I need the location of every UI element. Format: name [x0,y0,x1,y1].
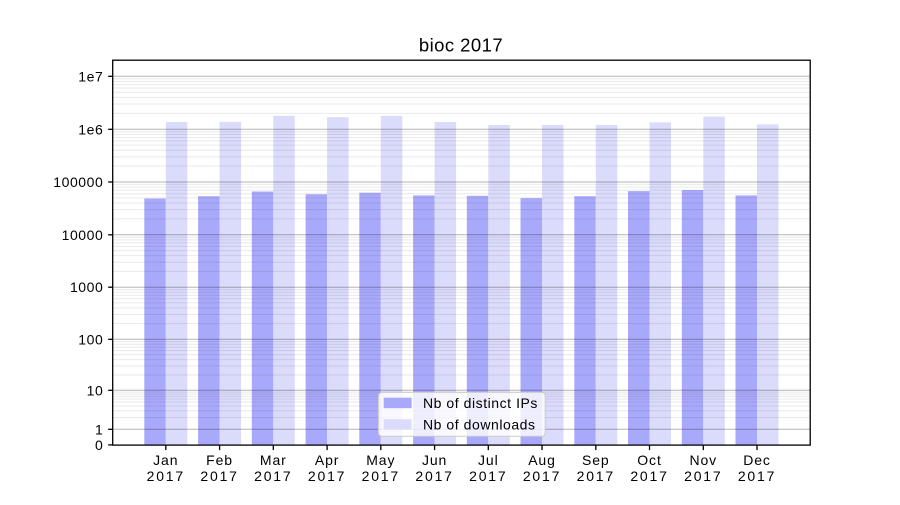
svg-text:Nb of distinct IPs: Nb of distinct IPs [423,395,538,411]
svg-text:10: 10 [87,382,104,398]
svg-text:100: 100 [78,331,103,347]
svg-text:Aug: Aug [528,452,556,468]
svg-text:Jan: Jan [153,452,178,468]
svg-text:Jul: Jul [478,452,499,468]
svg-text:0: 0 [95,437,103,453]
svg-text:Feb: Feb [206,452,233,468]
svg-text:2017: 2017 [630,468,668,484]
svg-text:2017: 2017 [308,468,346,484]
svg-text:100000: 100000 [53,174,103,190]
svg-text:2017: 2017 [523,468,561,484]
svg-text:1e7: 1e7 [78,68,103,84]
svg-text:Nov: Nov [689,452,717,468]
svg-text:Mar: Mar [260,452,287,468]
svg-text:May: May [366,452,395,468]
svg-text:2017: 2017 [147,468,185,484]
svg-text:1: 1 [95,421,103,437]
svg-text:1e6: 1e6 [78,121,103,137]
svg-text:2017: 2017 [415,468,453,484]
svg-text:2017: 2017 [684,468,722,484]
svg-text:Oct: Oct [637,452,661,468]
svg-text:bioc 2017: bioc 2017 [419,35,503,56]
svg-text:Apr: Apr [315,452,340,468]
svg-text:2017: 2017 [577,468,615,484]
svg-text:Nb of downloads: Nb of downloads [423,417,536,433]
svg-text:2017: 2017 [200,468,238,484]
svg-text:2017: 2017 [362,468,400,484]
svg-text:Sep: Sep [582,452,610,468]
svg-text:1000: 1000 [70,279,103,295]
svg-text:10000: 10000 [62,227,104,243]
svg-text:2017: 2017 [738,468,776,484]
svg-text:Jun: Jun [422,452,447,468]
svg-text:2017: 2017 [469,468,507,484]
svg-text:2017: 2017 [254,468,292,484]
svg-text:Dec: Dec [743,452,771,468]
